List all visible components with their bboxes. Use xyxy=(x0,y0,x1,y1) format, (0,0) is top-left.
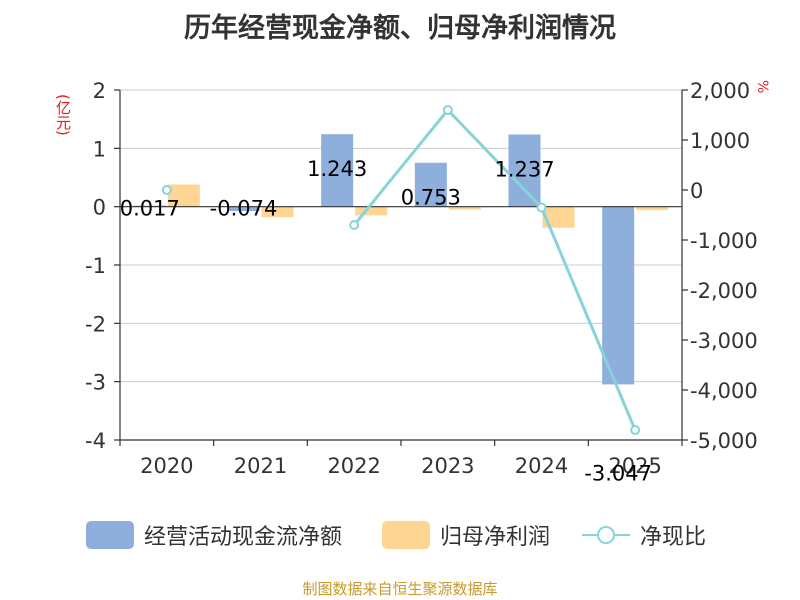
left-tick-label: -4 xyxy=(85,429,106,453)
bar-net-profit xyxy=(355,206,388,216)
ratio-line-series xyxy=(161,105,641,435)
ratio-point xyxy=(442,105,453,115)
bar-operating-cash xyxy=(321,134,354,207)
right-tick-label: 2,000 xyxy=(690,79,750,103)
right-tick-label: -5,000 xyxy=(690,429,758,453)
ratio-line-segment xyxy=(353,109,449,226)
bar-operating-cash xyxy=(414,162,447,207)
bar-operating-cash xyxy=(508,134,541,207)
left-tick-label: -1 xyxy=(85,254,106,278)
right-tick-label: 0 xyxy=(690,179,703,203)
ratio-point xyxy=(536,202,547,213)
x-tick-label: 2023 xyxy=(421,454,474,478)
chart-title: 历年经营现金净额、归母净利润情况 xyxy=(184,13,616,44)
legend-label-operating-cash: 经营活动现金流净额 xyxy=(144,525,343,550)
left-tick-label: 1 xyxy=(93,137,106,161)
x-tick-label: 2022 xyxy=(327,454,380,478)
data-label-operating-cash: 1.243 xyxy=(307,157,367,181)
right-tick-label: -1,000 xyxy=(690,229,758,253)
legend-swatch-operating-cash xyxy=(86,521,134,549)
axes: 2 1 0 -1 -2 -3 -4 2,000 1,000 0 -1,000 -2,000 -3,000… xyxy=(85,79,758,478)
x-tick-label: 2020 xyxy=(140,454,193,478)
right-tick-label: -2,000 xyxy=(690,279,758,303)
data-label-operating-cash: -0.074 xyxy=(210,197,278,221)
bar-net-profit xyxy=(542,206,575,228)
bar-net-profit xyxy=(261,206,294,218)
x-tick-label: 2025 xyxy=(608,454,661,478)
data-label-operating-cash: 0.753 xyxy=(401,186,461,210)
x-tick-label: 2024 xyxy=(515,454,568,478)
legend-swatch-ratio xyxy=(582,521,630,549)
legend-swatch-net-profit xyxy=(382,521,430,549)
left-tick-label: 0 xyxy=(93,196,106,220)
data-label-operating-cash: -3.047 xyxy=(584,461,652,485)
legend-label-ratio: 净现比 xyxy=(640,525,707,550)
ratio-line-segment xyxy=(540,206,637,431)
source-note: 制图数据来自恒生聚源数据库 xyxy=(302,580,498,598)
data-label-operating-cash: 1.237 xyxy=(494,158,554,182)
x-tick-label: 2021 xyxy=(234,454,287,478)
ratio-point xyxy=(349,220,360,230)
right-axis-unit: % xyxy=(754,80,770,94)
legend: 经营活动现金流净额 归母净利润 净现比 xyxy=(0,518,800,552)
left-tick-label: -3 xyxy=(85,371,106,395)
ratio-point xyxy=(161,185,172,195)
bar-net-profit xyxy=(636,206,669,211)
right-tick-label: 1,000 xyxy=(690,129,750,153)
legend-item-net-profit[interactable]: 归母净利润 xyxy=(382,518,550,552)
bar-operating-cash xyxy=(227,206,260,211)
bar-net-profit xyxy=(448,206,481,210)
grid-lines xyxy=(120,89,682,441)
right-tick-label: -4,000 xyxy=(690,379,758,403)
left-tick-label: -2 xyxy=(85,312,106,336)
right-tick-label: -3,000 xyxy=(690,329,758,353)
legend-label-net-profit: 归母净利润 xyxy=(440,525,551,550)
bar-net-profit xyxy=(167,184,200,207)
ratio-point xyxy=(630,425,641,435)
data-labels: 0.017 -0.074 1.243 0.753 1.237 -3.047 xyxy=(120,157,652,485)
bar-series xyxy=(133,134,669,385)
ratio-line-segment xyxy=(446,108,543,209)
left-tick-label: 2 xyxy=(93,79,106,103)
bar-operating-cash xyxy=(602,206,635,385)
legend-item-ratio[interactable]: 净现比 xyxy=(582,518,706,552)
legend-item-operating-cash[interactable]: 经营活动现金流净额 xyxy=(86,518,342,552)
left-axis-unit: (亿元) xyxy=(54,94,72,136)
data-label-operating-cash: 0.017 xyxy=(120,197,180,221)
